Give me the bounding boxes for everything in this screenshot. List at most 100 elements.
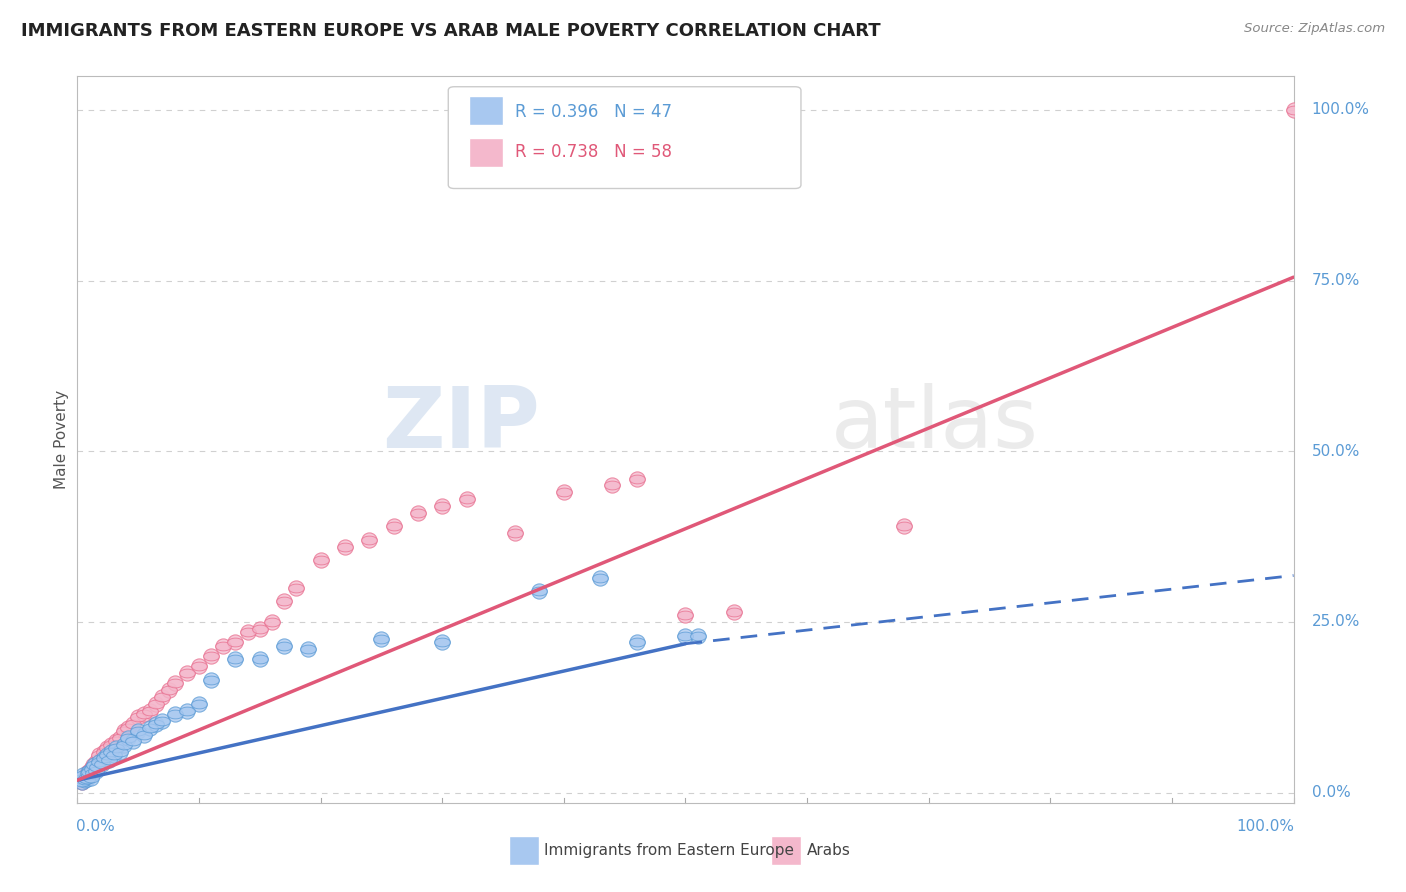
Point [80, 771, 103, 785]
Point [76, 766, 98, 780]
Point [89, 755, 111, 769]
Text: ZIP: ZIP [382, 384, 540, 467]
Point [626, 635, 648, 649]
Point [96, 747, 118, 762]
Point [103, 741, 125, 756]
Point [589, 570, 612, 584]
Point [100, 738, 122, 752]
Point [212, 639, 235, 653]
Point [122, 717, 145, 731]
Point [97, 746, 120, 760]
Point [224, 652, 246, 666]
Point [86, 756, 108, 771]
Point [97, 746, 120, 760]
Point [406, 506, 429, 520]
Point [82, 758, 104, 772]
Point [152, 690, 174, 704]
Point [224, 635, 246, 649]
Point [309, 553, 332, 567]
Text: 100.0%: 100.0% [1237, 819, 1295, 833]
Point [163, 676, 186, 690]
Point [406, 506, 429, 520]
Point [100, 738, 122, 752]
Point [79, 768, 101, 782]
Point [127, 724, 149, 739]
Point [273, 594, 295, 608]
Point [553, 485, 575, 500]
Point [224, 652, 246, 666]
Text: R = 0.738   N = 58: R = 0.738 N = 58 [515, 143, 672, 161]
Point [297, 642, 319, 657]
Point [589, 570, 612, 584]
Point [134, 727, 156, 741]
Point [80, 765, 103, 780]
Point [70, 775, 93, 789]
Point [176, 666, 198, 681]
Point [93, 751, 115, 765]
FancyBboxPatch shape [470, 137, 503, 167]
Point [103, 747, 125, 762]
Point [145, 717, 167, 731]
Point [86, 759, 108, 773]
Point [70, 773, 93, 788]
Point [112, 724, 135, 739]
Point [626, 635, 648, 649]
Point [80, 762, 103, 776]
FancyBboxPatch shape [509, 836, 540, 864]
Point [157, 683, 180, 698]
Point [602, 478, 624, 492]
Point [80, 771, 103, 785]
Point [163, 707, 186, 722]
Point [430, 499, 453, 513]
Point [260, 615, 283, 629]
Text: Arabs: Arabs [807, 843, 851, 857]
Point [79, 765, 101, 780]
Point [273, 594, 295, 608]
Point [80, 762, 103, 776]
FancyBboxPatch shape [770, 836, 801, 864]
Point [200, 673, 222, 687]
Point [75, 771, 97, 785]
Point [370, 632, 392, 646]
Point [236, 625, 259, 640]
Point [176, 704, 198, 718]
Point [100, 745, 122, 759]
Point [139, 721, 162, 735]
Point [72, 768, 94, 782]
Point [80, 762, 103, 776]
Point [76, 766, 98, 780]
Point [70, 772, 93, 786]
Point [105, 734, 128, 748]
Point [456, 491, 478, 506]
Point [127, 710, 149, 724]
Point [108, 731, 131, 745]
Point [79, 765, 101, 780]
Point [127, 724, 149, 739]
Point [188, 697, 211, 711]
Point [212, 639, 235, 653]
Point [176, 666, 198, 681]
Point [503, 526, 526, 541]
Point [89, 747, 111, 762]
Point [70, 773, 93, 788]
Point [89, 755, 111, 769]
Point [675, 629, 697, 643]
Point [72, 771, 94, 785]
Point [83, 759, 105, 773]
Point [152, 714, 174, 728]
Point [139, 704, 162, 718]
Point [70, 775, 93, 789]
Point [77, 765, 100, 780]
Point [553, 485, 575, 500]
Point [163, 676, 186, 690]
Point [152, 690, 174, 704]
Point [626, 472, 648, 486]
Point [80, 765, 103, 780]
Point [82, 758, 104, 772]
Point [430, 499, 453, 513]
Point [70, 775, 93, 789]
Point [79, 768, 101, 782]
Point [134, 707, 156, 722]
Point [122, 734, 145, 748]
Point [117, 721, 139, 735]
